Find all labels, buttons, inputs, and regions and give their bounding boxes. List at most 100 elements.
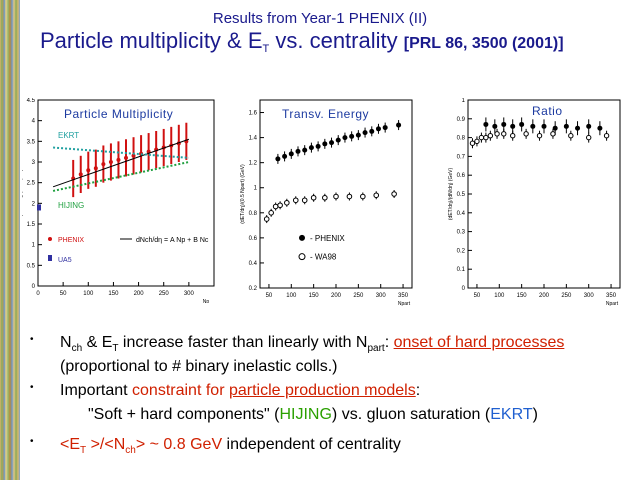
- b3-red-a-sub: T: [80, 445, 87, 456]
- plot-frame: [37, 99, 215, 287]
- wa98-point: [586, 134, 592, 141]
- phenix-point: [349, 133, 355, 139]
- wa98-point: [277, 202, 283, 209]
- wa98-point: [510, 133, 516, 139]
- bullet-marker: •: [30, 334, 34, 345]
- wa98-point: [523, 131, 529, 137]
- b2-line2-b: ) vs. gluon saturation (: [331, 406, 491, 423]
- x-tick-label: 150: [108, 291, 119, 297]
- y-tick-label: 1.6: [249, 111, 258, 117]
- phenix-point: [586, 123, 592, 129]
- b1-sub-a: ch: [71, 343, 83, 354]
- title-main: Particle multiplicity & E: [40, 28, 263, 53]
- phenix-point: [541, 123, 547, 129]
- x-tick-label: 150: [309, 293, 320, 299]
- b2-line2-a: "Soft + hard components" (: [88, 406, 280, 423]
- phenix-point: [275, 156, 281, 162]
- wa98-point: [284, 199, 290, 206]
- y-tick-label: 0.6: [457, 173, 466, 179]
- phenix-point: [329, 140, 335, 146]
- x-axis-label: Npart: [606, 301, 619, 307]
- y-axis-label: (dET/dη)/(dN/dη) (GeV): [448, 168, 454, 221]
- y-tick-label: 0.8: [457, 136, 466, 142]
- phenix-point: [288, 151, 294, 157]
- wa98-legend-label: - WA98: [310, 253, 337, 262]
- y-tick-label: 4: [32, 119, 36, 125]
- phenix-point: [322, 141, 328, 147]
- wa98-point: [346, 193, 353, 200]
- x-tick-label: 300: [184, 291, 195, 297]
- bullet-1: • Nch & ET increase faster than linearly…: [30, 334, 564, 354]
- phenix-legend-label: - PHENIX: [310, 234, 345, 243]
- x-tick-label: 0: [36, 291, 40, 297]
- wa98-point: [568, 133, 574, 139]
- b2-highlight-1: constraint for: [132, 382, 229, 399]
- x-tick-label: 250: [353, 293, 364, 299]
- multiplicity-label: Particle Multiplicity: [64, 107, 174, 121]
- phenix-point: [131, 153, 136, 158]
- wa98-point: [263, 216, 270, 222]
- wa98-point: [474, 138, 480, 145]
- wa98-point: [603, 133, 610, 139]
- ua5-legend-marker: [48, 255, 52, 261]
- phenix-point: [355, 132, 361, 138]
- bullet-marker: •: [30, 436, 34, 447]
- phenix-point: [124, 155, 128, 160]
- y-tick-label: 1.5: [27, 222, 36, 228]
- bullet-2-line2: "Soft + hard components" (HIJING) vs. gl…: [88, 406, 538, 424]
- x-tick-label: 200: [539, 293, 550, 299]
- x-axis-label: Np: [203, 299, 210, 303]
- y-tick-label: 0.3: [457, 230, 466, 236]
- title-reference: [PRL 86, 3500 (2001)]: [403, 35, 564, 52]
- wa98-point: [322, 194, 328, 201]
- y-tick-label: 0.4: [457, 211, 466, 217]
- y-tick-label: 0.4: [249, 261, 258, 267]
- wa98-point: [272, 203, 279, 210]
- phenix-point: [597, 125, 603, 131]
- fit-line: [52, 138, 190, 188]
- b2-line2-c: ): [532, 406, 538, 423]
- y-tick-label: 2: [32, 201, 36, 207]
- y-tick-label: 0.6: [249, 236, 258, 242]
- wa98-point: [373, 192, 380, 199]
- hijing-curve: [52, 161, 190, 192]
- b1-text-c: increase faster than linearly with N: [118, 334, 368, 351]
- y-axis-label: (dNch/dη)/(0.5 Npart): [22, 169, 24, 217]
- phenix-point: [342, 135, 348, 141]
- y-tick-label: 3: [32, 160, 36, 166]
- x-tick-label: 100: [494, 293, 505, 299]
- phenix-point: [295, 148, 301, 154]
- ua5-annotation: UA5: [58, 257, 72, 264]
- multiplicity-chart: 0 50 100 150 200 250 300 0 0.5 1 1.5 2 2.5 3 3.5 4 4.5 Np…: [22, 98, 215, 303]
- b3-red-b-sub: ch: [125, 445, 136, 456]
- ratio-label: Ratio: [532, 104, 563, 118]
- x-tick-label: 50: [60, 291, 67, 297]
- b3-red-a: <E: [60, 436, 81, 453]
- phenix-point: [335, 137, 341, 143]
- b2-text-b: :: [415, 382, 421, 399]
- b2-text-a: Important: [60, 382, 133, 399]
- phenix-point: [382, 125, 388, 131]
- x-tick-label: 300: [584, 293, 595, 299]
- wa98-point: [487, 133, 494, 139]
- ratio-chart: 50 100 150 200 250 300 350 0 0.1 0.2 0.3 0.4 0.5 0.6 0…: [448, 98, 621, 307]
- wa98-point: [292, 197, 299, 204]
- y-tick-label: 1.2: [249, 161, 258, 167]
- y-tick-label: 0.1: [457, 267, 466, 273]
- y-tick-label: 2.5: [27, 181, 36, 187]
- decorative-stripe: [0, 0, 20, 480]
- phenix-point: [362, 130, 368, 136]
- slide-title-line1: Results from Year-1 PHENIX (II): [212, 10, 428, 27]
- title-sub: T: [262, 43, 270, 55]
- phenix-point: [396, 122, 402, 128]
- wa98-point: [478, 134, 485, 141]
- x-axis-label: Npart: [398, 301, 411, 307]
- b1-sub-b: T: [112, 343, 119, 354]
- x-tick-label: 50: [474, 293, 481, 299]
- y-tick-label: 0.5: [27, 263, 36, 269]
- b3-red-c: > ~ 0.8 GeV: [135, 436, 223, 453]
- b1-text-a: N: [60, 334, 72, 351]
- phenix-point: [108, 160, 113, 164]
- phenix-point: [315, 143, 321, 149]
- energy-chart: 50 100 150 200 250 300 350 0.2 0.4 0.6 0.8 1 1.2 1.4 1…: [240, 99, 413, 307]
